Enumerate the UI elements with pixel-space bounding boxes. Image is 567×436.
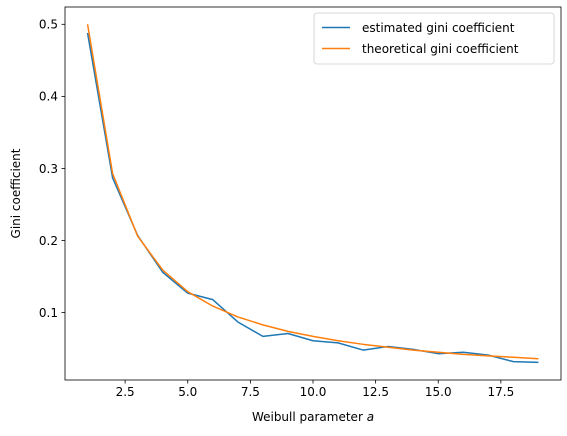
y-tick-label: 0.2	[39, 234, 58, 248]
legend-label-estimated: estimated gini coefficient	[362, 21, 515, 35]
x-tick-label: 17.5	[488, 385, 515, 399]
y-tick-label: 0.3	[39, 162, 58, 176]
x-tick-label: 2.5	[116, 385, 135, 399]
y-tick-label: 0.4	[39, 90, 58, 104]
x-tick-label: 7.5	[241, 385, 260, 399]
y-axis-ticks: 0.1 0.2 0.3 0.4 0.5	[39, 18, 65, 320]
plot-area: 2.5 5.0 7.5 10.0 12.5 15.0 17.5 0.10.20.30.40.…	[39, 6, 562, 399]
x-tick-label: 10.0	[300, 385, 327, 399]
x-tick-label: 12.5	[362, 385, 389, 399]
series-line-1	[86, 24, 539, 360]
series-line-0	[86, 32, 539, 364]
x-axis-ticks: 2.5 5.0 7.5 10.0 12.5 15.0 17.5	[116, 380, 515, 399]
x-tick-label: 15.0	[425, 385, 452, 399]
axes-background	[65, 7, 561, 380]
x-axis-label: Weibull parameter a	[252, 410, 374, 424]
y-tick-label: 0.5	[39, 18, 58, 32]
x-tick-label: 5.0	[178, 385, 197, 399]
series-layer	[86, 24, 539, 364]
y-axis-label: Gini coefficient	[9, 148, 23, 238]
y-tick-label: 0.1	[39, 306, 58, 320]
legend-box	[313, 12, 555, 65]
legend: estimated gini coefficient theoretical g…	[313, 12, 555, 65]
legend-label-theoretical: theoretical gini coefficient	[362, 42, 519, 56]
